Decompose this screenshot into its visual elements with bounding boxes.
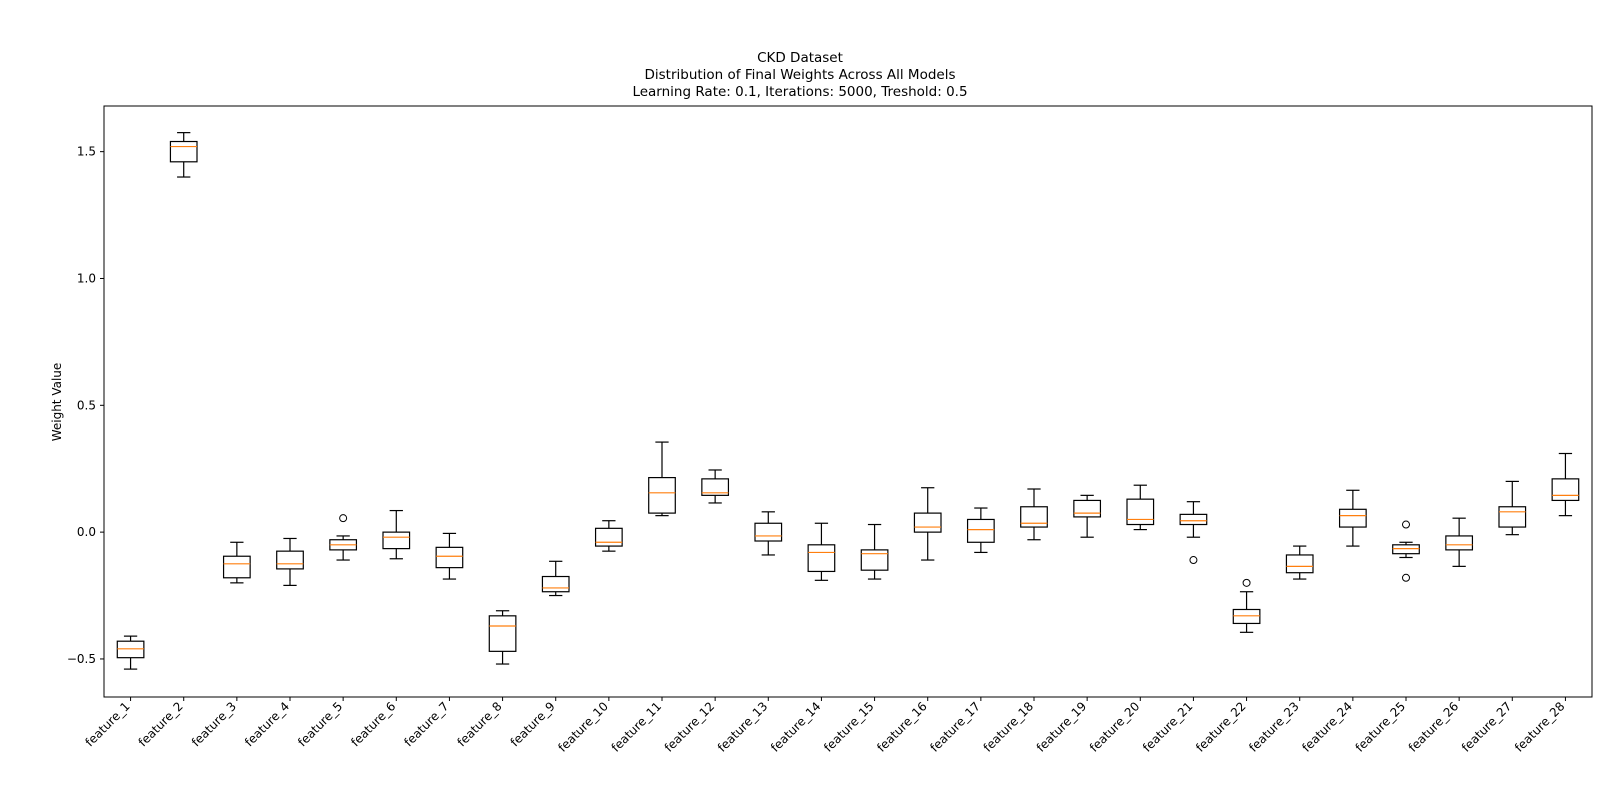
- x-tick-label: feature_18: [981, 699, 1037, 755]
- outlier-point: [1189, 556, 1198, 565]
- x-tick-label: feature_26: [1406, 699, 1462, 755]
- iqr-box: [1073, 499, 1102, 518]
- box-feature_21: [1179, 501, 1208, 565]
- iqr-box: [807, 544, 836, 573]
- x-tick-label: feature_23: [1246, 699, 1302, 755]
- chart-subtitle: Distribution of Final Weights Across All…: [644, 67, 956, 83]
- x-tick-label: feature_14: [768, 699, 824, 755]
- iqr-box: [966, 518, 995, 543]
- x-tick-label: feature_8: [455, 699, 505, 749]
- box-feature_8: [488, 610, 517, 665]
- box-feature_24: [1338, 489, 1367, 547]
- x-tick-label: feature_3: [189, 699, 239, 749]
- x-tick-label: feature_9: [508, 699, 558, 749]
- box-feature_7: [435, 532, 464, 580]
- box-feature_27: [1498, 480, 1527, 536]
- box-feature_14: [807, 522, 836, 581]
- iqr-box: [541, 575, 570, 593]
- iqr-box: [1232, 608, 1261, 625]
- y-tick-label: 1.5: [77, 145, 96, 159]
- iqr-box: [648, 476, 676, 514]
- outlier-point: [1242, 578, 1251, 587]
- iqr-box: [222, 555, 251, 579]
- x-tick-label: feature_7: [401, 699, 451, 749]
- iqr-box: [276, 550, 304, 570]
- iqr-box: [1020, 506, 1048, 528]
- y-tick-label: 0.0: [77, 525, 96, 539]
- chart-title: CKD Dataset: [757, 50, 843, 66]
- x-tick-label: feature_6: [348, 699, 398, 749]
- outlier-point: [1402, 520, 1410, 529]
- box-feature_17: [966, 507, 995, 554]
- x-tick-label: feature_17: [927, 699, 983, 755]
- y-tick-label: 1.0: [77, 271, 96, 285]
- iqr-box: [1498, 506, 1527, 528]
- x-tick-label: feature_24: [1299, 699, 1355, 755]
- x-tick-label: feature_1: [83, 699, 133, 749]
- x-tick-label: feature_11: [609, 699, 665, 755]
- x-tick-label: feature_13: [715, 699, 771, 755]
- box-feature_10: [594, 520, 623, 552]
- box-feature_15: [860, 523, 889, 580]
- x-tick-label: feature_10: [555, 699, 611, 755]
- box-feature_18: [1020, 488, 1048, 541]
- outlier-point: [1402, 573, 1410, 582]
- iqr-box: [860, 549, 889, 571]
- chart-params: Learning Rate: 0.1, Iterations: 5000, Tr…: [632, 84, 968, 100]
- box-feature_5: [329, 514, 358, 561]
- x-tick-label: feature_16: [874, 699, 930, 755]
- iqr-box: [1445, 535, 1474, 551]
- iqr-box: [1126, 498, 1155, 526]
- iqr-box: [1551, 478, 1580, 502]
- outlier-point: [339, 514, 348, 523]
- x-tick-label: feature_20: [1087, 699, 1143, 755]
- iqr-box: [382, 531, 411, 550]
- y-tick-label: 0.5: [77, 398, 96, 412]
- iqr-box: [594, 527, 623, 547]
- x-tick-label: feature_21: [1140, 699, 1196, 755]
- x-tick-label: feature_27: [1459, 699, 1515, 755]
- iqr-box: [116, 640, 145, 659]
- box-feature_25: [1392, 520, 1420, 582]
- x-tick-label: feature_28: [1512, 699, 1568, 755]
- iqr-box: [1338, 508, 1367, 528]
- box-feature_23: [1285, 545, 1314, 580]
- iqr-box: [488, 615, 517, 652]
- iqr-box: [701, 478, 730, 496]
- x-tick-label: feature_5: [295, 699, 345, 749]
- box-feature_13: [754, 511, 783, 556]
- iqr-box: [435, 546, 464, 569]
- box-feature_11: [648, 441, 676, 517]
- iqr-box: [1392, 544, 1420, 555]
- x-tick-label: feature_12: [662, 699, 718, 755]
- y-tick-label: −0.5: [67, 652, 96, 666]
- x-tick-label: feature_22: [1193, 699, 1249, 755]
- box-feature_22: [1232, 578, 1261, 633]
- box-feature_26: [1445, 517, 1474, 567]
- x-tick-label: feature_4: [242, 699, 292, 749]
- box-feature_9: [541, 560, 570, 597]
- box-feature_28: [1551, 452, 1580, 517]
- box-feature_6: [382, 509, 411, 560]
- iqr-box: [169, 140, 198, 163]
- box-feature_12: [701, 469, 730, 504]
- x-tick-label: feature_2: [136, 699, 186, 749]
- axes-frame: [103, 105, 1593, 698]
- box-feature_2: [169, 132, 198, 178]
- box-feature_3: [222, 541, 251, 584]
- box-feature_4: [276, 537, 304, 586]
- x-tick-label: feature_19: [1034, 699, 1090, 755]
- iqr-box: [1285, 554, 1314, 574]
- iqr-box: [1179, 513, 1208, 526]
- x-tick-label: feature_25: [1353, 699, 1409, 755]
- iqr-box: [913, 512, 942, 533]
- box-feature_19: [1073, 494, 1102, 538]
- box-feature_16: [913, 487, 942, 561]
- box-feature_20: [1126, 484, 1155, 531]
- box-feature_1: [116, 635, 145, 670]
- iqr-box: [754, 522, 783, 542]
- x-tick-label: feature_15: [821, 699, 877, 755]
